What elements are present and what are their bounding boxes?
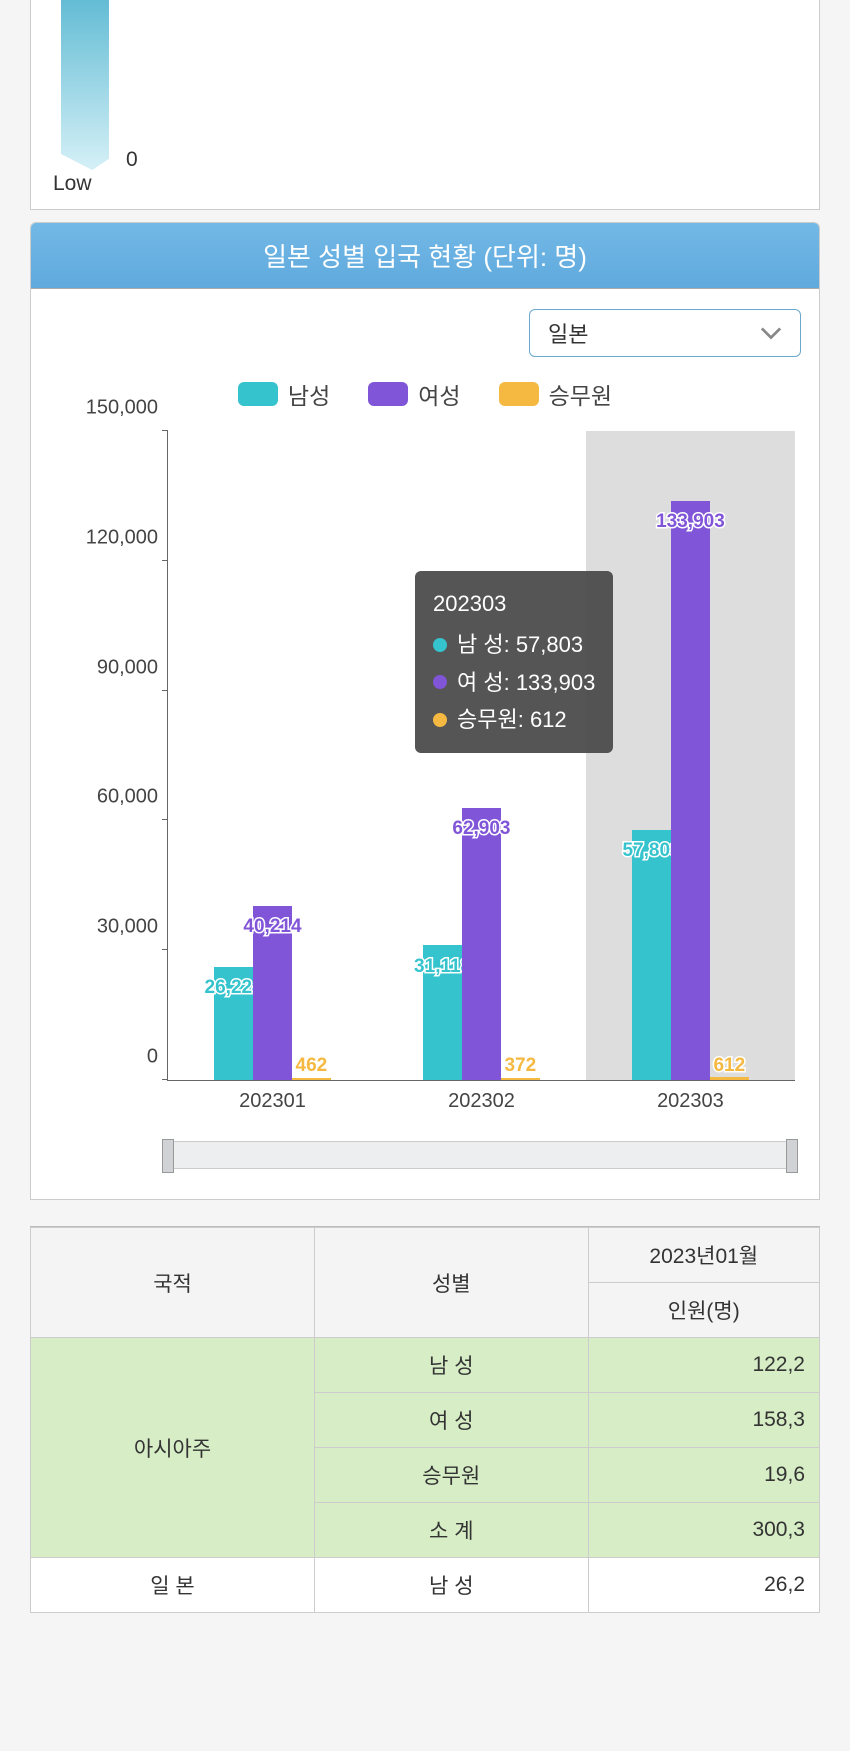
scroll-handle-left[interactable] xyxy=(162,1139,174,1173)
bar-value-label: 133,903 xyxy=(656,511,725,533)
y-tick-label: 30,000 xyxy=(97,916,168,939)
heatmap-low-label: Low xyxy=(53,172,92,196)
tooltip-dot xyxy=(433,675,447,689)
chart-scroll-track[interactable] xyxy=(167,1141,793,1169)
th-nationality: 국적 xyxy=(31,1228,315,1338)
cell-count: 122,2 xyxy=(588,1338,819,1393)
x-tick-label: 202303 xyxy=(657,1080,724,1113)
chart-area: 030,00060,00090,000120,000150,00026,2244… xyxy=(75,431,801,1131)
y-tick xyxy=(162,430,168,431)
bar-female[interactable] xyxy=(462,808,501,1080)
y-tick-label: 0 xyxy=(147,1046,168,1069)
tooltip-text: 남 성: 57,803 xyxy=(457,626,583,663)
y-tick xyxy=(162,819,168,820)
heatmap-gradient-bar xyxy=(61,0,109,170)
bar-value-label: 372 xyxy=(504,1055,536,1077)
table-row: 아시아주남 성122,2 xyxy=(31,1338,820,1393)
th-gender: 성별 xyxy=(315,1228,589,1338)
th-month: 2023년01월 xyxy=(588,1228,819,1283)
y-tick xyxy=(162,1079,168,1080)
data-table: 국적성별2023년01월인원(명) 아시아주남 성122,2여 성158,3승무… xyxy=(30,1226,820,1613)
bar-male[interactable] xyxy=(632,830,671,1080)
cell-count: 300,3 xyxy=(588,1503,819,1558)
y-tick xyxy=(162,690,168,691)
bar-value-label: 462 xyxy=(296,1055,328,1077)
legend-item-female[interactable]: 여성 xyxy=(368,377,460,411)
country-dropdown[interactable]: 일본 xyxy=(529,309,801,357)
tooltip-text: 승무원: 612 xyxy=(457,701,567,738)
bar-value-label: 62,903 xyxy=(452,818,510,840)
cell-count: 19,6 xyxy=(588,1448,819,1503)
cell-nationality: 아시아주 xyxy=(31,1338,315,1558)
cell-count: 158,3 xyxy=(588,1393,819,1448)
tooltip-row: 여 성: 133,903 xyxy=(433,664,595,701)
tooltip-title: 202303 xyxy=(433,585,595,622)
bar-value-label: 40,214 xyxy=(243,916,301,938)
y-tick xyxy=(162,560,168,561)
legend-label: 여성 xyxy=(418,377,460,411)
chevron-down-icon xyxy=(760,326,782,340)
y-tick-label: 150,000 xyxy=(86,397,168,420)
gender-entry-panel: 일본 성별 입국 현황 (단위: 명) 일본 남성여성승무원 030,00060… xyxy=(30,222,820,1200)
x-tick-label: 202301 xyxy=(239,1080,306,1113)
legend-swatch xyxy=(238,382,278,406)
tooltip-row: 남 성: 57,803 xyxy=(433,626,595,663)
x-tick-label: 202302 xyxy=(448,1080,515,1113)
y-tick-label: 60,000 xyxy=(97,786,168,809)
cell-gender: 여 성 xyxy=(315,1393,589,1448)
bar-value-label: 612 xyxy=(713,1055,745,1077)
th-count: 인원(명) xyxy=(588,1283,819,1338)
cell-gender: 소 계 xyxy=(315,1503,589,1558)
legend-item-crew[interactable]: 승무원 xyxy=(499,377,612,411)
cell-count: 26,2 xyxy=(588,1558,819,1613)
legend-swatch xyxy=(368,382,408,406)
legend-swatch xyxy=(499,382,539,406)
panel-title: 일본 성별 입국 현황 (단위: 명) xyxy=(31,223,819,289)
dropdown-selected-label: 일본 xyxy=(548,317,588,349)
y-tick-label: 90,000 xyxy=(97,656,168,679)
heatmap-legend: 0 Low xyxy=(30,0,820,210)
cell-gender: 남 성 xyxy=(315,1338,589,1393)
chart-plot: 030,00060,00090,000120,000150,00026,2244… xyxy=(167,431,795,1081)
y-tick-label: 120,000 xyxy=(86,526,168,549)
tooltip-dot xyxy=(433,713,447,727)
chart-tooltip: 202303 남 성: 57,803여 성: 133,903승무원: 612 xyxy=(415,571,613,753)
legend-item-male[interactable]: 남성 xyxy=(238,377,330,411)
tooltip-dot xyxy=(433,638,447,652)
heatmap-zero-label: 0 xyxy=(126,148,138,172)
tooltip-row: 승무원: 612 xyxy=(433,701,595,738)
tooltip-text: 여 성: 133,903 xyxy=(457,664,595,701)
legend-label: 남성 xyxy=(288,377,330,411)
cell-gender: 승무원 xyxy=(315,1448,589,1503)
y-tick xyxy=(162,949,168,950)
table-row: 일 본남 성26,2 xyxy=(31,1558,820,1613)
bar-female[interactable] xyxy=(671,501,710,1080)
legend-label: 승무원 xyxy=(549,377,612,411)
scroll-handle-right[interactable] xyxy=(786,1139,798,1173)
cell-nationality: 일 본 xyxy=(31,1558,315,1613)
cell-gender: 남 성 xyxy=(315,1558,589,1613)
